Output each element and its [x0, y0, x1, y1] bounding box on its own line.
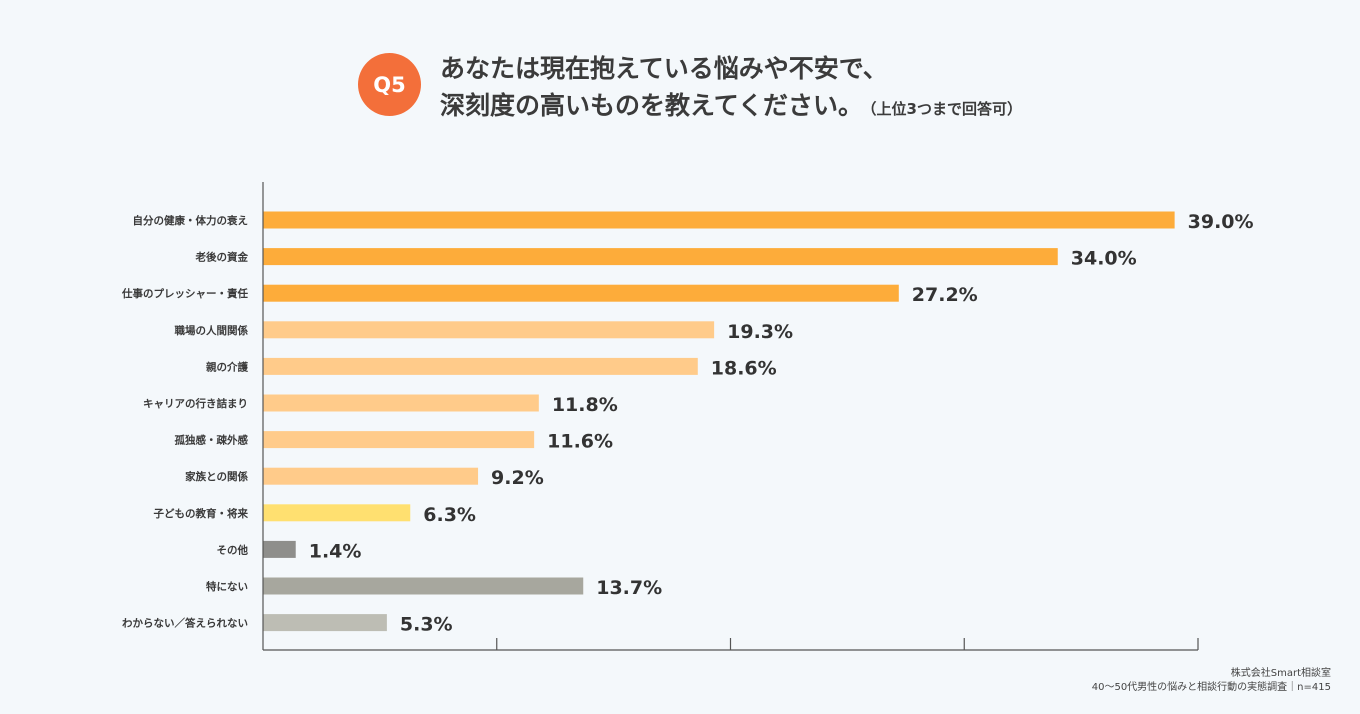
value-label: 19.3%: [727, 321, 793, 343]
category-label: わからない／答えられない: [122, 617, 248, 630]
bar: [263, 211, 1175, 229]
bar: [263, 467, 479, 485]
bar: [263, 357, 698, 375]
title-note: （上位3つまで回答可）: [869, 100, 1022, 118]
value-label: 34.0%: [1071, 248, 1137, 270]
bar: [263, 248, 1058, 266]
category-label: 家族との関係: [185, 470, 248, 483]
category-label: キャリアの行き詰まり: [143, 397, 248, 410]
title-line-2: 深刻度の高いものを教えてください。: [440, 91, 864, 120]
category-label: 特にない: [206, 580, 248, 593]
value-label: 9.2%: [491, 467, 544, 489]
question-badge: Q5: [358, 53, 421, 116]
source-company: 株式会社Smart相談室: [1230, 668, 1331, 679]
category-label: 老後の資金: [195, 251, 249, 264]
bar: [263, 540, 296, 558]
bar: [263, 577, 584, 595]
category-label: 自分の健康・体力の衰え: [133, 214, 249, 227]
source-survey: 40〜50代男性の悩みと相談行動の実態調査｜n=415: [1091, 682, 1331, 693]
bar: [263, 614, 387, 632]
bar: [263, 431, 535, 449]
value-label: 11.8%: [552, 394, 618, 416]
category-label: 孤独感・疎外感: [175, 434, 249, 447]
value-label: 11.6%: [547, 431, 613, 453]
chart-header: Q5 あなたは現在抱えている悩みや不安で、 深刻度の高いものを教えてください。 （…: [358, 46, 1258, 136]
category-label: その他: [217, 543, 249, 556]
value-label: 5.3%: [400, 614, 453, 636]
value-label: 39.0%: [1188, 211, 1254, 233]
value-label: 6.3%: [423, 504, 476, 526]
bar: [263, 284, 899, 302]
value-label: 27.2%: [912, 284, 978, 306]
bar: [263, 321, 715, 339]
chart-title: あなたは現在抱えている悩みや不安で、 深刻度の高いものを教えてください。 （上位3…: [440, 50, 1022, 128]
category-label: 仕事のプレッシャー・責任: [121, 287, 248, 300]
source-note: 株式会社Smart相談室 40〜50代男性の悩みと相談行動の実態調査｜n=415: [1092, 667, 1331, 695]
category-label: 子どもの教育・将来: [154, 507, 249, 520]
value-label: 13.7%: [596, 577, 662, 599]
category-label: 親の介護: [206, 360, 248, 373]
category-label: 職場の人間関係: [175, 324, 249, 337]
value-label: 1.4%: [309, 540, 362, 562]
title-line-1: あなたは現在抱えている悩みや不安で、: [440, 54, 888, 83]
bar: [263, 504, 411, 522]
value-label: 18.6%: [711, 357, 777, 379]
bar: [263, 394, 539, 412]
